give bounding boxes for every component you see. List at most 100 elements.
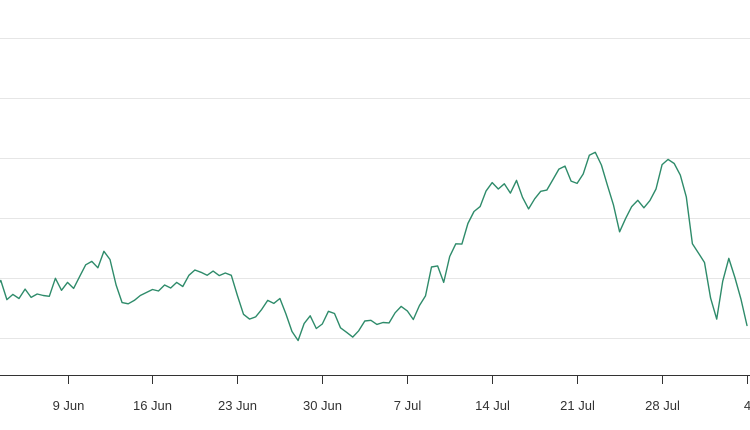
data-point [267,300,268,301]
data-point [722,281,723,282]
data-point [322,323,323,324]
data-point [407,310,408,311]
data-point [116,284,117,285]
data-point [352,337,353,338]
data-point [692,243,693,244]
data-point [595,152,596,153]
data-point [564,166,565,167]
data-point [504,183,505,184]
data-point [455,243,456,244]
data-point [534,198,535,199]
data-point [710,298,711,299]
data-point [273,303,274,304]
data-point [589,155,590,156]
x-tick-label-0: 9 Jun [53,398,85,413]
x-tick-label-6: 21 Jul [560,398,595,413]
x-tick-label-2: 23 Jun [218,398,257,413]
data-point [680,175,681,176]
data-point [698,253,699,254]
data-point [231,275,232,276]
data-point [146,292,147,293]
data-point [577,183,578,184]
data-point [109,259,110,260]
x-tick-label-4: 7 Jul [394,398,422,413]
data-point [67,282,68,283]
data-point [461,244,462,245]
data-point [152,289,153,290]
data-point [97,267,98,268]
data-point [498,188,499,189]
data-point [358,330,359,331]
data-point [18,298,19,299]
data-point [103,251,104,252]
data-point [601,164,602,165]
data-point [480,206,481,207]
data-point [571,181,572,182]
data-point [12,294,13,295]
data-point [73,288,74,289]
data-point [631,206,632,207]
data-point [6,299,7,300]
data-point [540,191,541,192]
data-point [170,287,171,288]
data-point [298,340,299,341]
data-point [734,277,735,278]
data-point [340,327,341,328]
data-point [516,180,517,181]
data-point [25,289,26,290]
data-point [213,271,214,272]
data-point [382,322,383,323]
data-point [552,179,553,180]
data-point [425,295,426,296]
data-point [662,164,663,165]
data-point [728,258,729,259]
x-tick-label-5: 14 Jul [475,398,510,413]
data-point [413,319,414,320]
data-point [134,300,135,301]
data-point [655,188,656,189]
data-point [607,185,608,186]
x-tick-label-8: 4 [744,398,750,413]
data-point [395,312,396,313]
data-point [328,311,329,312]
data-point [643,207,644,208]
data-point [31,297,32,298]
data-point [237,295,238,296]
data-point [583,173,584,174]
x-axis: 9 Jun 16 Jun 23 Jun 30 Jun 7 Jul 14 Jul 21 Jul… [0,375,750,413]
series-points-0 [0,152,748,341]
x-tick-label-7: 28 Jul [645,398,680,413]
data-point [164,284,165,285]
x-tick-label-1: 16 Jun [133,398,172,413]
data-point [625,218,626,219]
data-point [401,306,402,307]
data-point [346,332,347,333]
data-point [255,316,256,317]
data-point [704,262,705,263]
data-point [364,320,365,321]
data-point [49,296,50,297]
data-point [437,265,438,266]
data-point [558,169,559,170]
data-point [219,275,220,276]
data-point [449,256,450,257]
data-point [225,272,226,273]
data-point [261,309,262,310]
data-point [128,303,129,304]
data-point [122,302,123,303]
data-point [510,193,511,194]
data-point [55,278,56,279]
data-point [467,223,468,224]
data-point [746,325,747,326]
data-point [370,320,371,321]
data-point [668,159,669,160]
x-tick-label-3: 30 Jun [303,398,342,413]
data-point [619,231,620,232]
data-point [389,322,390,323]
data-point [716,319,717,320]
data-point [61,290,62,291]
data-point [473,211,474,212]
data-point [200,272,201,273]
data-point [140,295,141,296]
